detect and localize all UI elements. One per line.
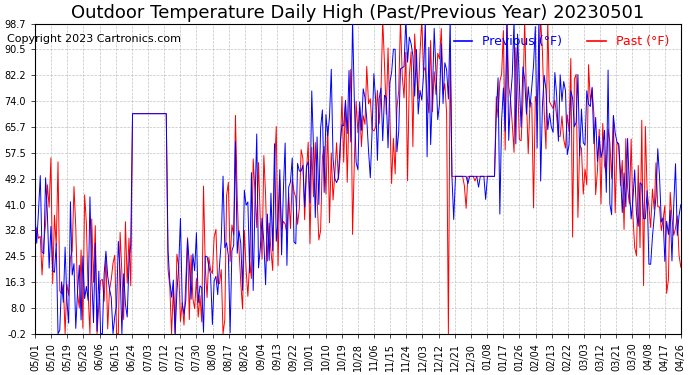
Text: Copyright 2023 Cartronics.com: Copyright 2023 Cartronics.com xyxy=(7,34,181,44)
Legend: Previous (°F), Past (°F): Previous (°F), Past (°F) xyxy=(448,30,675,53)
Title: Outdoor Temperature Daily High (Past/Previous Year) 20230501: Outdoor Temperature Daily High (Past/Pre… xyxy=(71,4,644,22)
